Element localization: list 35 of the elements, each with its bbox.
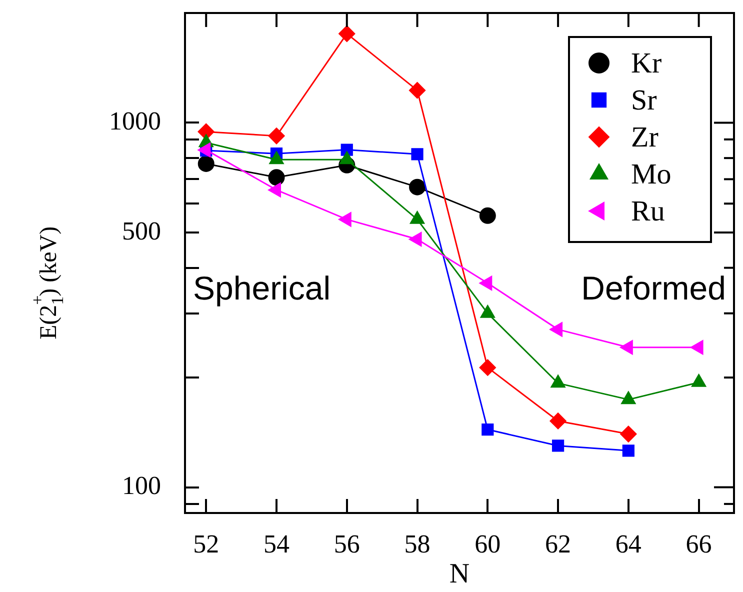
y-tick-label: 500 (122, 216, 161, 246)
point (338, 25, 356, 42)
point (620, 426, 637, 442)
legend-label: Mo (631, 158, 672, 191)
point (409, 82, 426, 99)
y-tick-label: 1000 (109, 106, 161, 136)
x-tick-label: 64 (615, 529, 642, 558)
x-tick-label: 66 (686, 529, 712, 558)
point (552, 440, 564, 452)
x-tick-label: 60 (474, 529, 501, 558)
point (550, 412, 566, 430)
x-tick-label: 58 (404, 529, 430, 558)
x-tick-label: 62 (545, 529, 572, 558)
legend-label: Ru (631, 196, 665, 228)
point (198, 155, 214, 172)
legend-label: Kr (631, 48, 662, 80)
point (479, 207, 496, 224)
point (622, 444, 634, 457)
annotation: Spherical (193, 270, 331, 307)
y-tick-label: 100 (122, 471, 161, 500)
point (268, 128, 285, 144)
point (340, 144, 353, 156)
legend-label: Zr (631, 122, 659, 154)
x-tick-label: 54 (264, 529, 290, 558)
point (479, 359, 496, 376)
point (411, 148, 424, 160)
x-tick-label: 52 (193, 529, 220, 558)
y-axis-title: E(2+1) (keV) (28, 226, 67, 340)
point (482, 423, 494, 436)
x-axis-title: N (449, 558, 470, 590)
point (409, 178, 426, 196)
x-tick-label: 56 (334, 529, 360, 558)
legend-label: Sr (631, 84, 658, 117)
point (268, 169, 285, 186)
annotation: Deformed (581, 270, 726, 307)
